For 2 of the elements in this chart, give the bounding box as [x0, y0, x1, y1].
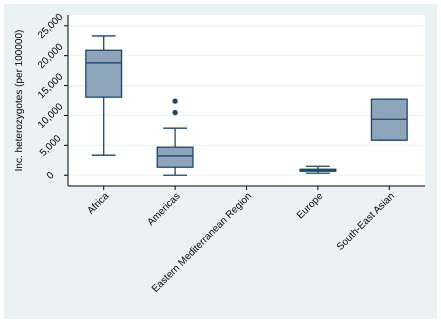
y-tick-label: 0 — [44, 170, 57, 182]
y-axis-title: Inc. heterozygotes (per 100000) — [14, 30, 25, 172]
